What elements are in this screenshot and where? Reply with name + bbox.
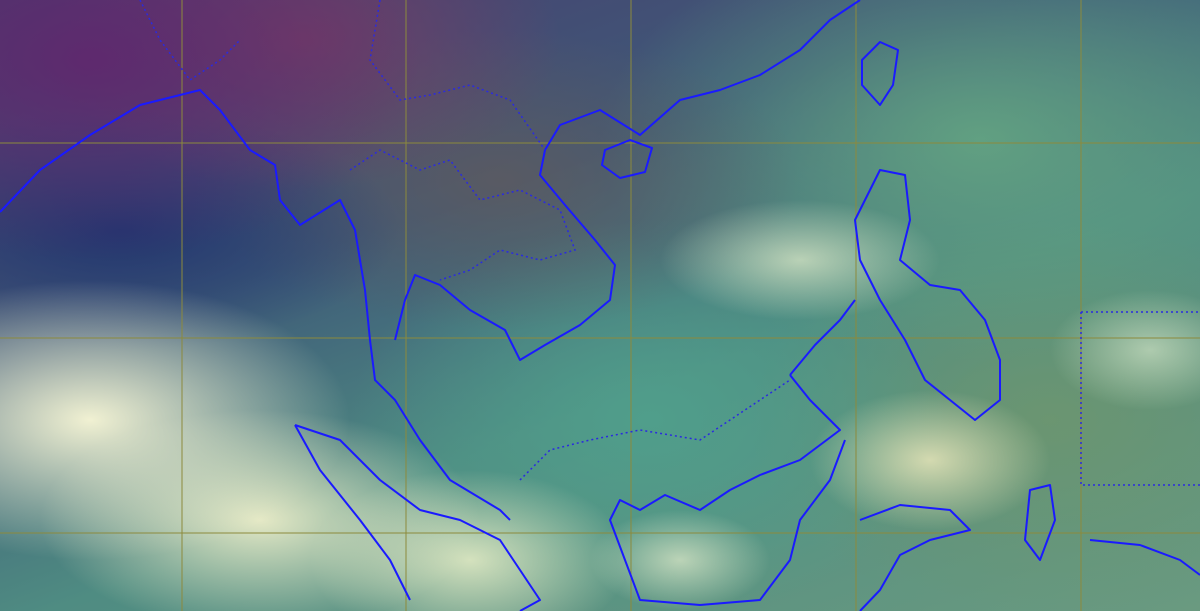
coastline-china — [544, 0, 861, 151]
coastline-palawan — [789, 299, 856, 376]
border-line — [519, 379, 791, 481]
coastline-philippines — [854, 169, 1001, 421]
coastline-borneo — [609, 374, 846, 606]
coastline-india-myanmar — [0, 89, 511, 521]
border-line — [349, 149, 576, 281]
coastline-vietnam — [394, 149, 616, 361]
border-line — [369, 0, 546, 151]
coastline-taiwan — [861, 41, 899, 106]
coastline-hainan — [601, 139, 653, 179]
coastline-sulawesi — [859, 504, 971, 611]
coastline-eastern-islands — [1024, 484, 1200, 576]
coastline-sumatra — [294, 424, 541, 611]
country-borders — [139, 0, 1200, 486]
border-line — [139, 0, 241, 82]
